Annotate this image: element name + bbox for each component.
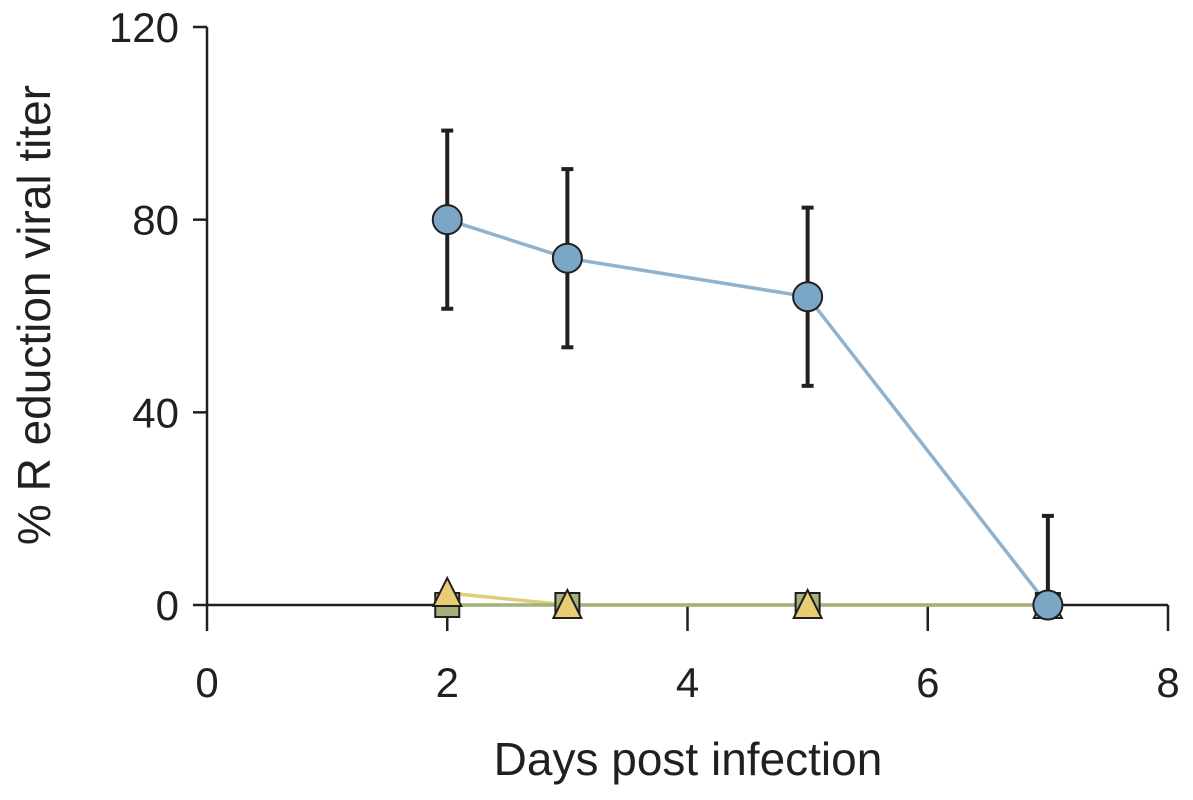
circle-marker-2 <box>792 281 824 313</box>
triangle-marker-2 <box>792 587 824 619</box>
triangle-marker-0 <box>431 575 463 607</box>
series-line-circle <box>446 218 1050 607</box>
triangle-marker-1 <box>551 587 583 619</box>
y-tick-label-0: 0 <box>156 582 179 629</box>
y-axis-title: % R eduction viral titer <box>8 85 60 545</box>
x-axis-title: Days post infection <box>494 733 883 785</box>
labels-layer: Days post infection % R eduction viral t… <box>8 85 882 785</box>
y-tick-label-40: 40 <box>132 389 179 436</box>
circle-marker-3 <box>1032 589 1064 621</box>
circle-marker-0 <box>431 204 463 236</box>
x-tick-label-6: 6 <box>916 659 939 706</box>
y-tick-label-120: 120 <box>109 4 179 51</box>
circle-marker-1 <box>551 242 583 274</box>
x-tick-label-0: 0 <box>195 659 218 706</box>
series-line-triangle <box>447 591 1048 607</box>
x-tick-label-4: 4 <box>676 659 699 706</box>
axes-layer: 0 40 80 120 0 2 4 6 8 <box>109 4 1180 706</box>
y-tick-label-80: 80 <box>132 197 179 244</box>
series-layer <box>431 128 1064 621</box>
x-tick-label-2: 2 <box>436 659 459 706</box>
x-tick-label-8: 8 <box>1156 659 1179 706</box>
